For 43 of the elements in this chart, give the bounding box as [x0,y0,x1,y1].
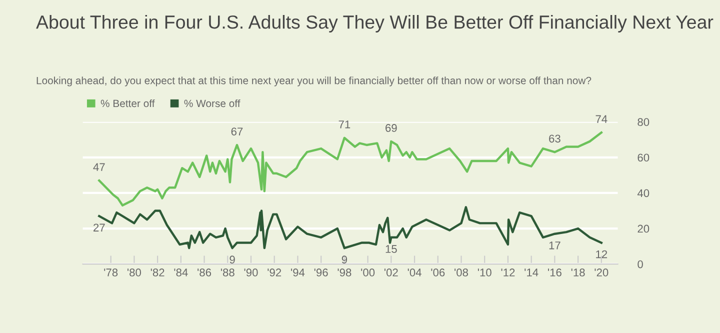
x-tick-label: '04 [408,268,422,276]
data-label: 9 [342,256,348,264]
data-label: 15 [386,245,397,253]
x-tick-label: '14 [524,268,538,276]
data-label: 12 [596,250,608,258]
y-tick-label: 20 [638,224,650,233]
x-tick-label: '78 [104,268,118,276]
data-label: 71 [338,120,350,128]
x-tick-label: '94 [291,268,305,276]
y-tick-label: 80 [638,118,650,126]
y-tick-label: 60 [638,154,650,162]
x-tick-label: '84 [174,268,188,276]
data-label: 74 [596,115,608,123]
x-tick-label: '06 [431,268,445,276]
data-label: 17 [549,242,560,250]
x-tick-label: '00 [361,268,375,276]
chart-title: About Three in Four U.S. Adults Say They Will Be Better Off Financially Next Year [36,14,714,32]
data-label: 67 [231,128,243,136]
y-tick-label: 0 [638,260,643,268]
x-tick-label: '92 [268,268,282,276]
chart-subtitle: Looking ahead, do you expect that at this time next year you will be financially better off than now or worse off than now? [36,76,592,86]
x-tick-label: '88 [220,268,234,276]
x-tick-label: '20 [594,268,608,276]
x-tick-label: '10 [478,268,492,276]
x-tick-label: '80 [128,268,141,276]
data-label: 63 [549,134,560,143]
legend-label: % Worse off [184,99,240,108]
data-label: 27 [94,224,105,232]
data-label: 69 [386,124,397,132]
x-tick-label: '86 [198,268,212,276]
legend-label: % Better off [100,99,155,108]
x-tick-label: '08 [454,268,468,276]
data-label: 9 [230,256,235,264]
x-tick-label: '90 [244,268,258,276]
y-tick-label: 40 [637,189,650,198]
x-tick-label: '16 [548,268,562,276]
data-label: 47 [93,163,105,171]
x-tick-label: '98 [338,268,352,276]
x-tick-label: '02 [384,268,398,276]
x-tick-label: '96 [314,268,328,276]
x-tick-label: '82 [150,268,164,276]
x-tick-label: '12 [501,268,515,276]
x-tick-label: '18 [571,268,585,276]
